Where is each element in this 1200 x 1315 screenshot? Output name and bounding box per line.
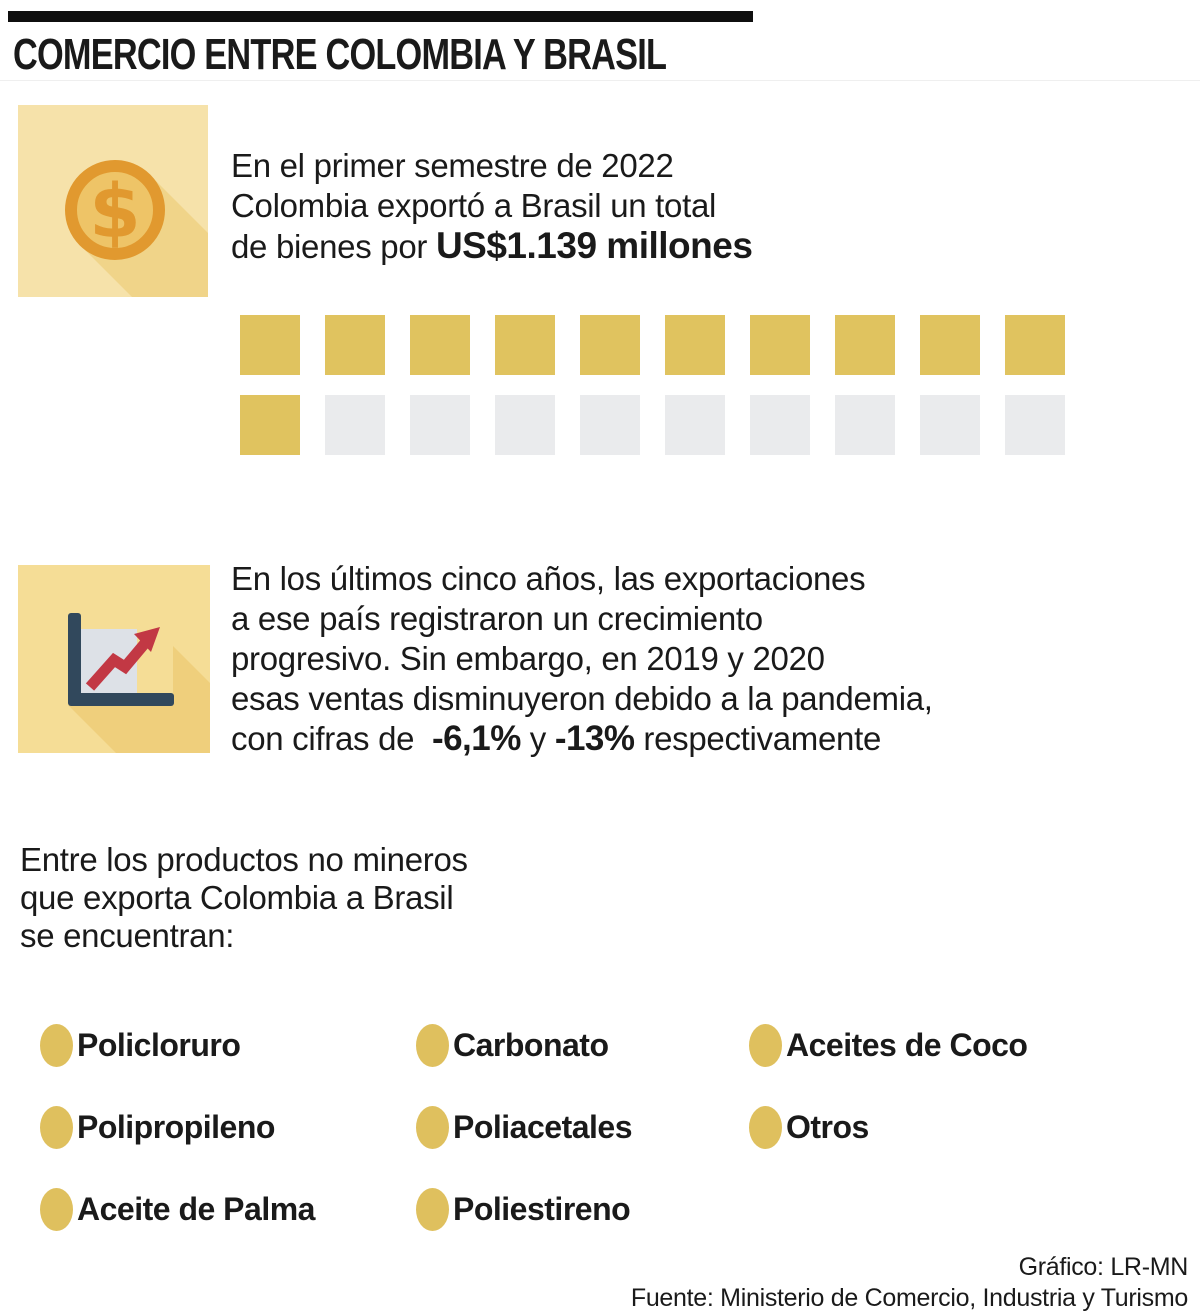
title-divider [0,80,1200,81]
text-segment: respectivamente [634,720,882,757]
product-item: Poliacetales [416,1104,749,1150]
growth-2019-value: -6,1% [431,719,521,758]
trend-line [85,638,151,691]
waffle-cell-filled [410,315,470,375]
text-segment: con cifras de [231,720,432,757]
bullet-icon [416,1105,449,1149]
bullet-icon [40,1105,73,1149]
exports-total-value: US$1.139 millones [435,225,753,266]
product-item: Carbonato [416,1022,749,1068]
coin-circle [65,160,165,260]
product-item: Poliestireno [416,1186,749,1232]
text-line: con cifras de -6,1% y -13% respectivamen… [231,719,933,759]
waffle-cell-filled [580,315,640,375]
text-line: a ese país registraron un crecimiento [231,600,763,637]
product-label: Aceites de Coco [786,1026,1028,1063]
waffle-cell-empty [495,395,555,455]
waffle-cell-empty [920,395,980,455]
waffle-cell-empty [665,395,725,455]
product-label: Poliestireno [453,1190,631,1227]
product-item: Otros [749,1104,1027,1150]
text-line: esas ventas disminuyeron debido a la pan… [231,680,933,717]
product-label: Poliacetales [453,1108,633,1145]
waffle-cell-empty [835,395,895,455]
growth-chart-icon [18,565,210,753]
text-line: progresivo. Sin embargo, en 2019 y 2020 [231,640,825,677]
product-label: Polipropileno [77,1108,275,1145]
waffle-cell-empty [580,395,640,455]
product-item: Aceites de Coco [749,1022,1028,1068]
page-title: COMERCIO ENTRE COLOMBIA Y BRASIL [13,30,667,79]
waffle-cell-empty [1005,395,1065,455]
text-line: se encuentran: [20,917,235,954]
top-accent-bar [8,11,753,22]
product-item: Polipropileno [40,1104,416,1150]
waffle-cell-filled [240,315,300,375]
waffle-cell-empty [325,395,385,455]
product-label: Policloruro [77,1026,241,1063]
waffle-chart [240,315,1065,455]
product-item: Policloruro [40,1022,416,1068]
bullet-icon [40,1187,73,1231]
credits: Gráfico: LR-MN Fuente: Ministerio de Com… [631,1252,1188,1314]
text-segment: de bienes por [231,228,436,265]
product-item: Aceite de Palma [40,1186,416,1232]
bullet-icon [749,1023,782,1067]
text-line: Colombia exportó a Brasil un total [231,187,717,224]
product-label: Aceite de Palma [77,1190,315,1227]
exports-summary-text: En el primer semestre de 2022 Colombia e… [231,146,753,267]
growth-2020-value: -13% [554,719,635,758]
bullet-icon [416,1023,449,1067]
text-line: En el primer semestre de 2022 [231,147,674,184]
product-label: Otros [786,1108,869,1145]
product-label: Carbonato [453,1026,609,1063]
chart-y-axis [68,613,81,705]
source-credit: Fuente: Ministerio de Comercio, Industri… [630,1284,1188,1312]
products-heading: Entre los productos no mineros que expor… [20,841,468,955]
waffle-cell-empty [410,395,470,455]
dollar-coin-icon: $ [18,105,208,297]
chart-x-axis [68,693,174,706]
waffle-cell-filled [920,315,980,375]
arrow-head [134,627,160,652]
products-list: Policloruro Carbonato Aceites de Coco Polip… [40,1022,1028,1232]
waffle-cell-filled [835,315,895,375]
waffle-cell-filled [325,315,385,375]
waffle-cell-filled [750,315,810,375]
graphic-credit: Gráfico: LR-MN [1018,1253,1189,1281]
waffle-cell-filled [240,395,300,455]
bullet-icon [40,1023,73,1067]
dollar-sign-glyph: $ [89,169,141,255]
text-line: Entre los productos no mineros [20,841,468,878]
bullet-icon [749,1105,782,1149]
text-line: que exporta Colombia a Brasil [20,879,454,916]
waffle-cell-filled [665,315,725,375]
growth-summary-text: En los últimos cinco años, las exportaci… [231,559,933,759]
icon-long-shadow [68,629,210,753]
text-line: de bienes por US$1.139 millones [231,225,753,267]
bullet-icon [416,1187,449,1231]
text-segment: y [520,720,555,757]
waffle-cell-empty [750,395,810,455]
text-line: En los últimos cinco años, las exportaci… [231,560,866,597]
waffle-cell-filled [495,315,555,375]
waffle-cell-filled [1005,315,1065,375]
